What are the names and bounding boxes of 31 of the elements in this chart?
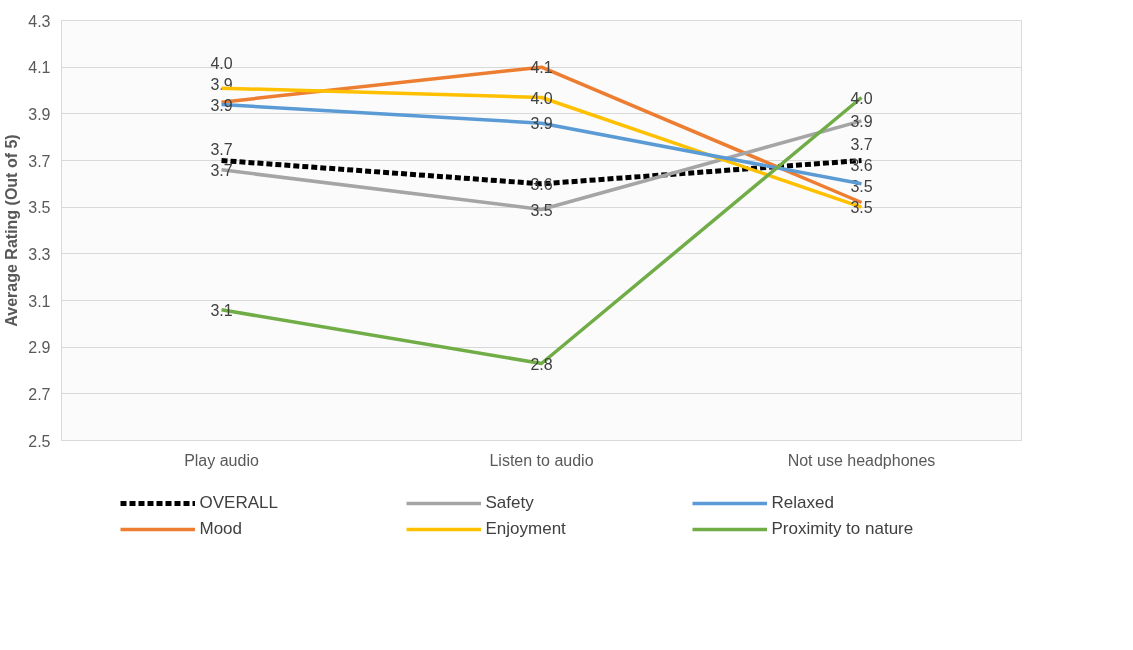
data-label: 4.0 bbox=[850, 89, 873, 107]
legend-label: Enjoyment bbox=[485, 519, 567, 539]
x-tick-label: Not use headphones bbox=[787, 451, 936, 469]
data-label: 3.1 bbox=[210, 301, 233, 319]
y-tick-label: 3.5 bbox=[28, 199, 51, 217]
data-label: 3.6 bbox=[850, 157, 873, 175]
y-tick-label: 4.3 bbox=[28, 12, 51, 30]
legend-label: Proximity to nature bbox=[771, 519, 915, 539]
y-tick-label: 3.7 bbox=[28, 152, 51, 170]
y-tick-label: 4.1 bbox=[28, 59, 51, 77]
y-tick-label: 3.9 bbox=[28, 105, 51, 123]
y-tick-label: 2.7 bbox=[28, 385, 51, 403]
data-label: 3.7 bbox=[850, 136, 873, 154]
legend-label: OVERALL bbox=[199, 493, 279, 513]
data-label: 3.7 bbox=[210, 161, 233, 179]
data-label: 3.9 bbox=[850, 112, 873, 130]
y-tick-label: 3.1 bbox=[28, 292, 51, 310]
x-tick-label: Play audio bbox=[184, 451, 259, 469]
data-label: 3.5 bbox=[530, 201, 553, 219]
data-label: 3.9 bbox=[210, 96, 233, 114]
y-tick-label: 3.3 bbox=[28, 245, 51, 263]
y-axis-title: Average Rating (Out of 5) bbox=[3, 134, 21, 327]
data-label: 3.5 bbox=[850, 199, 873, 217]
y-tick-label: 2.9 bbox=[28, 339, 51, 357]
y-tick-label: 2.5 bbox=[28, 432, 51, 450]
data-label: 4.0 bbox=[210, 54, 233, 72]
legend-label: Safety bbox=[485, 493, 535, 513]
x-tick-label: Listen to audio bbox=[489, 451, 594, 469]
data-label: 3.7 bbox=[210, 140, 233, 158]
legend-label: Mood bbox=[199, 519, 244, 539]
legend-label: Relaxed bbox=[771, 493, 835, 513]
